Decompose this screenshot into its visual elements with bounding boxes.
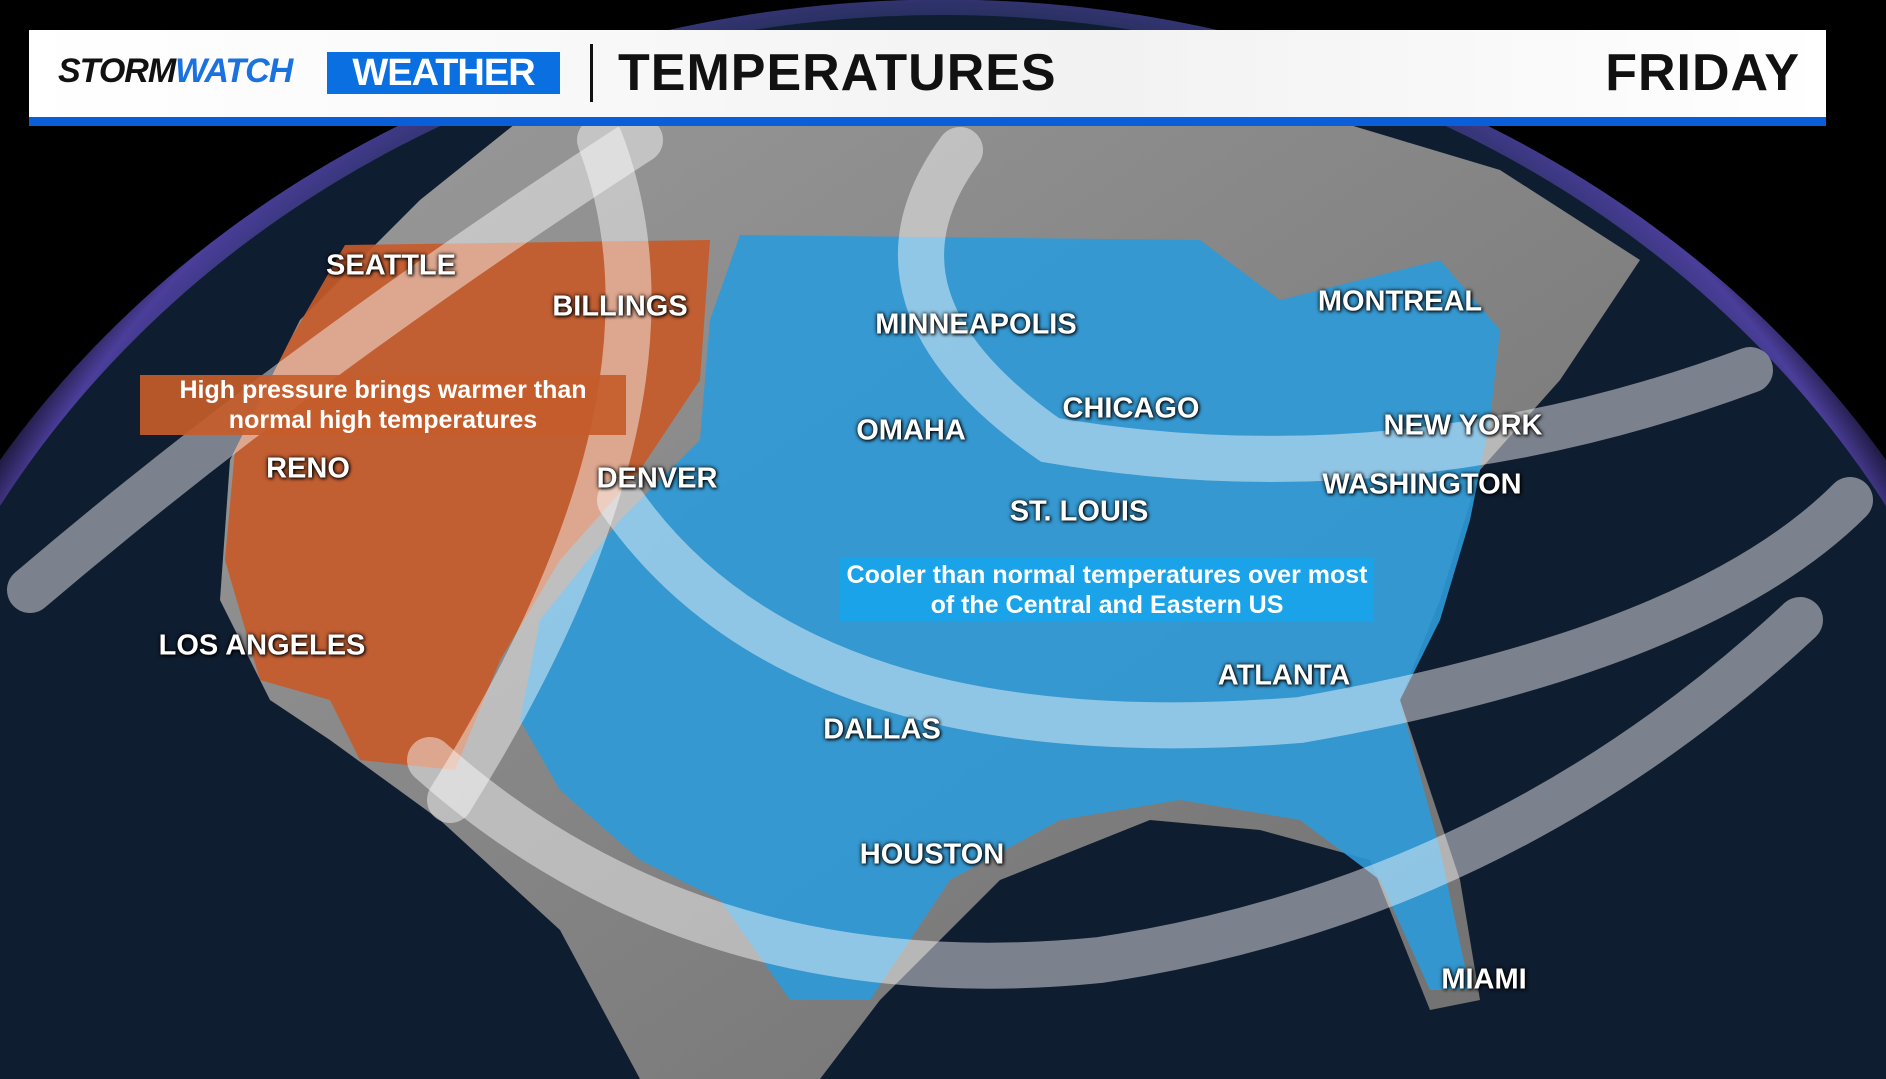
city-label: RENO: [266, 452, 350, 485]
city-label: WASHINGTON: [1322, 468, 1522, 501]
jet-stream-arrows: [7, 117, 1873, 989]
forecast-day: FRIDAY: [1605, 44, 1800, 102]
city-label: ATLANTA: [1217, 659, 1351, 692]
page-title: TEMPERATURES: [618, 44, 1057, 102]
city-label: LOS ANGELES: [158, 629, 366, 662]
city-label: CHICAGO: [1062, 392, 1200, 425]
city-label: NEW YORK: [1383, 409, 1543, 442]
city-label: SEATTLE: [326, 249, 456, 282]
city-label: DALLAS: [823, 713, 941, 746]
brand-logo: STORMWATCH: [58, 52, 293, 91]
header-divider: [590, 44, 593, 102]
city-label: MONTREAL: [1317, 285, 1483, 318]
city-label: ST. LOUIS: [1009, 495, 1149, 528]
city-label: MIAMI: [1441, 963, 1527, 996]
warm-temperature-note: High pressure brings warmer than normal …: [140, 375, 626, 435]
warm-region: [225, 240, 710, 770]
city-label: OMAHA: [856, 414, 966, 447]
city-label: DENVER: [596, 462, 718, 495]
brand-weather-badge: WEATHER: [327, 52, 560, 94]
brand-storm: STORM: [58, 52, 176, 90]
city-label: HOUSTON: [859, 838, 1005, 871]
city-label: MINNEAPOLIS: [875, 308, 1077, 341]
city-label: BILLINGS: [552, 290, 688, 323]
cool-temperature-note: Cooler than normal temperatures over mos…: [840, 558, 1374, 621]
header-accent-stripe: [29, 117, 1826, 126]
brand-watch: WATCH: [175, 52, 293, 90]
